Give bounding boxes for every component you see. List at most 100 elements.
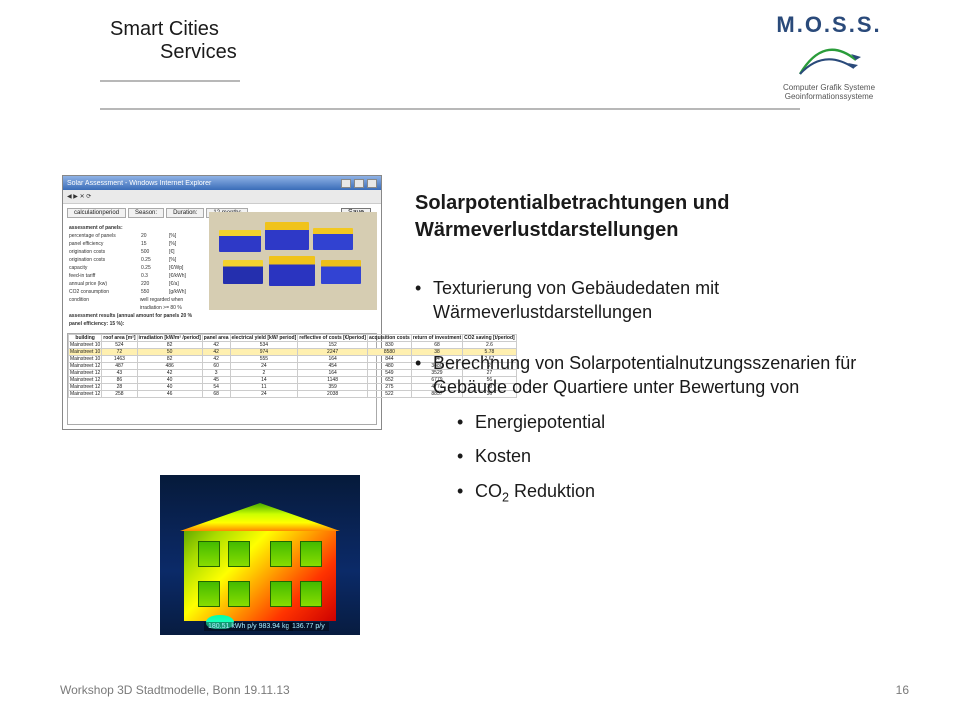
sub-bullet-list: Energiepotential Kosten CO2 Reduktion <box>457 405 915 510</box>
table-header: irradiation [kW/m² /period] <box>137 335 202 342</box>
app-tab: Season: <box>128 208 164 218</box>
minimize-icon <box>341 179 351 188</box>
table-cell: 164 <box>298 356 368 363</box>
thermal-wall <box>184 531 336 621</box>
param-unit: [%] <box>169 240 176 248</box>
table-cell: 2038 <box>298 391 368 398</box>
table-cell: 24 <box>230 391 298 398</box>
param-unit: [%] <box>169 232 176 240</box>
table-cell: 82 <box>137 342 202 349</box>
table-cell: 50 <box>137 349 202 356</box>
table-cell: Mainstreet 10 <box>69 342 102 349</box>
content-column: Solarpotentialbetrachtungen und Wärmever… <box>415 190 915 536</box>
table-header: roof area [m²] <box>102 335 137 342</box>
table-cell: 42 <box>202 356 230 363</box>
param-key: CO2 consumption <box>69 288 137 296</box>
param-unit: [g/kWh] <box>169 288 186 296</box>
thermal-window <box>300 541 322 567</box>
app-titlebar: Solar Assessment - Windows Internet Expl… <box>63 176 381 190</box>
table-cell: 1148 <box>298 377 368 384</box>
co2-sub: 2 <box>502 490 509 504</box>
table-cell: 486 <box>137 363 202 370</box>
app-tab: calculationperiod <box>67 208 126 218</box>
param-val: 0.25 <box>141 264 165 272</box>
maximize-icon <box>354 179 364 188</box>
table-cell: 974 <box>230 349 298 356</box>
table-cell: 549 <box>367 370 411 377</box>
table-cell: 275 <box>367 384 411 391</box>
app-title: Solar Assessment - Windows Internet Expl… <box>67 180 338 187</box>
table-cell: 359 <box>298 384 368 391</box>
param-val <box>119 296 135 312</box>
app-toolbar: ◀ ▶ ✕ ⟳ <box>63 190 381 204</box>
table-cell: Mainstreet 12 <box>69 363 102 370</box>
sub-bullet-item: Kosten <box>457 439 915 473</box>
table-header: building <box>69 335 102 342</box>
app-table: buildingroof area [m²]irradiation [kW/m²… <box>67 333 377 425</box>
bullet-item: Berechnung von Solarpotentialnutzungssze… <box>415 351 915 510</box>
table-cell: 487 <box>102 363 137 370</box>
app-tab: Duration: <box>166 208 204 218</box>
table-cell: 2 <box>230 370 298 377</box>
param-val: 20 <box>141 232 165 240</box>
table-cell: 8580 <box>367 349 411 356</box>
param-section: assessment of panels: <box>69 224 137 232</box>
table-cell: 46 <box>137 391 202 398</box>
table-cell: 42 <box>202 342 230 349</box>
header-rule-long <box>100 108 800 110</box>
table-cell: 830 <box>367 342 411 349</box>
param-val: 15 <box>141 240 165 248</box>
param-val: 220 <box>141 280 165 288</box>
building-block <box>219 230 261 252</box>
header-title: Smart Cities <box>100 18 860 41</box>
bullet-text: Berechnung von Solarpotentialnutzungssze… <box>433 353 856 397</box>
building-block <box>313 228 353 250</box>
table-cell: 24 <box>230 363 298 370</box>
header-subtitle: Services <box>100 41 860 64</box>
table-header: panel area <box>202 335 230 342</box>
sub-bullet-item: Energiepotential <box>457 405 915 439</box>
table-cell: 2247 <box>298 349 368 356</box>
param-section2: assessment results (annual amount for pa… <box>69 312 199 328</box>
thermal-image: 180.51 kWh p/y 983.94 kg 136.77 p/y <box>160 475 360 635</box>
header: Smart Cities Services <box>100 18 860 64</box>
thermal-window <box>198 541 220 567</box>
table-cell: 72 <box>102 349 137 356</box>
table-cell: 28 <box>102 384 137 391</box>
building-block <box>265 222 309 250</box>
param-unit: well regarded when irradiation >= 80 % <box>140 296 199 312</box>
table-cell: 11 <box>230 384 298 391</box>
table-cell: 68 <box>202 391 230 398</box>
table-cell: 86 <box>102 377 137 384</box>
table-cell: 555 <box>230 356 298 363</box>
table-cell: 534 <box>230 342 298 349</box>
table-cell: 454 <box>298 363 368 370</box>
table-cell: 258 <box>102 391 137 398</box>
app-screenshot: Solar Assessment - Windows Internet Expl… <box>62 175 382 430</box>
table-cell: 1463 <box>102 356 137 363</box>
app-3d-view <box>209 212 377 310</box>
footer-left: Workshop 3D Stadtmodelle, Bonn 19.11.13 <box>60 683 290 697</box>
building-block <box>269 256 315 286</box>
table-cell: 844 <box>367 356 411 363</box>
thermal-window <box>270 541 292 567</box>
table-cell: 82 <box>137 356 202 363</box>
param-val: 0.25 <box>141 256 165 264</box>
page-number: 16 <box>896 683 909 697</box>
param-unit: [€/kWh] <box>169 272 186 280</box>
logo-text: M.O.S.S. <box>749 12 909 38</box>
sub-bullet-item: CO2 Reduktion <box>457 474 915 511</box>
bullet-item: Texturierung von Gebäudedaten mit Wärmev… <box>415 276 915 325</box>
table-cell: 652 <box>367 377 411 384</box>
param-key: feed-in tariff <box>69 272 137 280</box>
footer: Workshop 3D Stadtmodelle, Bonn 19.11.13 … <box>60 683 909 697</box>
table-cell: Mainstreet 12 <box>69 370 102 377</box>
param-key: origination costs <box>69 256 137 264</box>
table-cell: Mainstreet 10 <box>69 356 102 363</box>
table-header: acquisition costs <box>367 335 411 342</box>
table-cell: 522 <box>367 391 411 398</box>
co2-pre: CO <box>475 481 502 501</box>
param-val: 500 <box>141 248 165 256</box>
param-key: condition <box>69 296 115 312</box>
table-cell: 524 <box>102 342 137 349</box>
